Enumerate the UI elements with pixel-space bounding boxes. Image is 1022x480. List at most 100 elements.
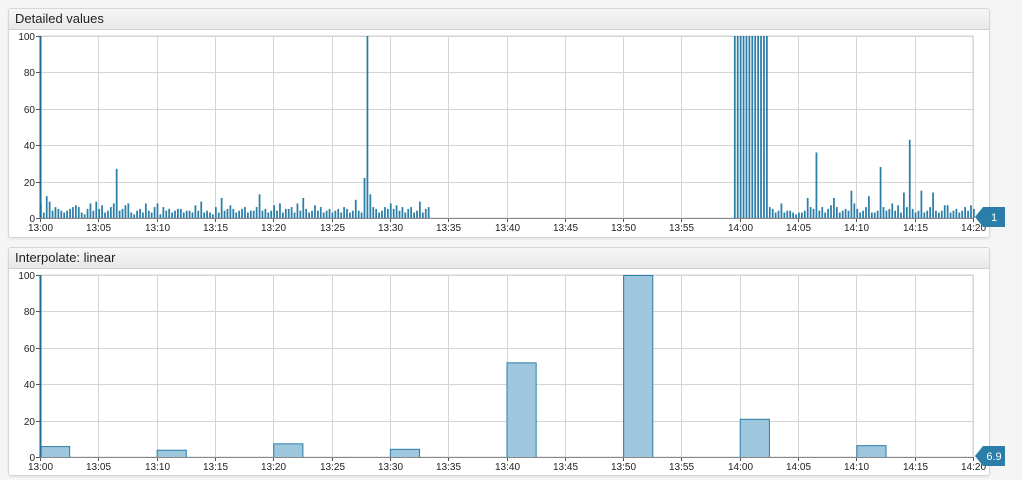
data-bar xyxy=(150,212,153,218)
data-bar xyxy=(86,208,89,218)
data-bar xyxy=(821,207,824,218)
data-bar xyxy=(322,212,325,218)
x-tick-label: 13:25 xyxy=(320,462,345,473)
y-tick-label: 40 xyxy=(24,141,36,152)
data-bar xyxy=(427,207,430,218)
detailed-values-widget: Detailed values xyxy=(8,8,990,238)
data-bar xyxy=(506,362,537,458)
data-bar xyxy=(955,208,958,218)
data-bar xyxy=(733,36,736,218)
data-bar xyxy=(360,212,363,218)
data-bar xyxy=(311,210,313,218)
data-bar xyxy=(818,210,821,218)
data-bar xyxy=(888,208,891,218)
x-tick-label: 13:15 xyxy=(203,223,228,234)
data-bar xyxy=(264,208,267,218)
data-bar xyxy=(967,210,969,218)
data-bar xyxy=(287,208,290,218)
data-bar xyxy=(900,212,902,218)
data-bar xyxy=(938,212,940,218)
data-bar xyxy=(179,208,182,218)
data-bar xyxy=(815,152,818,218)
data-bar xyxy=(188,210,191,218)
data-bar xyxy=(220,197,223,218)
data-bar xyxy=(850,190,853,218)
last-value-badge: 1 xyxy=(975,207,1005,227)
data-bar xyxy=(844,208,847,218)
data-bar xyxy=(914,212,917,218)
data-bar xyxy=(290,207,293,218)
x-tick-label: 13:25 xyxy=(320,223,345,234)
x-tick-label: 13:50 xyxy=(611,223,636,234)
data-bar xyxy=(112,203,115,218)
data-bar xyxy=(949,212,952,218)
data-bar xyxy=(812,208,815,218)
data-bar xyxy=(279,203,281,218)
data-bar xyxy=(343,207,345,218)
data-bar xyxy=(118,210,121,218)
data-bar xyxy=(142,212,144,218)
data-bar xyxy=(424,208,427,218)
data-bar xyxy=(293,212,296,218)
data-bar xyxy=(964,207,967,218)
data-bar xyxy=(911,208,914,218)
x-tick-label: 13:10 xyxy=(145,462,170,473)
data-bar xyxy=(935,210,937,218)
data-bar xyxy=(780,203,783,218)
data-bar xyxy=(952,210,955,218)
data-bar xyxy=(325,210,328,218)
x-tick-label: 13:00 xyxy=(28,462,53,473)
data-bar xyxy=(419,201,421,218)
data-bar xyxy=(156,203,159,218)
data-bar xyxy=(917,210,920,218)
data-bar xyxy=(270,210,273,218)
y-tick-label: 0 xyxy=(29,453,35,464)
data-bar xyxy=(395,205,398,218)
data-bar xyxy=(95,201,98,218)
data-bar xyxy=(182,212,185,218)
data-bar xyxy=(147,210,150,218)
data-bar xyxy=(316,210,319,218)
data-bar xyxy=(214,207,217,218)
data-bar xyxy=(410,207,413,218)
data-bar xyxy=(926,210,929,218)
data-bar xyxy=(920,190,923,218)
data-bar xyxy=(923,212,926,218)
data-bar xyxy=(107,210,109,218)
data-bar xyxy=(970,205,972,218)
data-bar xyxy=(162,207,165,218)
data-bar xyxy=(789,210,792,218)
data-bar xyxy=(768,207,771,218)
data-bar xyxy=(386,208,389,218)
data-bar xyxy=(375,208,378,218)
data-bar xyxy=(273,443,304,459)
x-tick-label: 14:20 xyxy=(961,223,986,234)
y-tick-label: 80 xyxy=(24,307,36,318)
widget-title: Detailed values xyxy=(9,9,989,30)
data-bar xyxy=(217,212,220,218)
data-bar xyxy=(337,208,340,218)
data-bar xyxy=(206,210,208,218)
data-bar xyxy=(144,203,147,218)
data-bar xyxy=(389,448,421,458)
x-tick-label: 13:05 xyxy=(86,223,111,234)
data-bar xyxy=(74,205,77,218)
last-value-badge: 6.9 xyxy=(975,446,1005,466)
data-bar xyxy=(194,205,197,218)
data-bar xyxy=(98,208,101,218)
x-tick-label: 14:05 xyxy=(786,462,811,473)
data-bar xyxy=(153,207,156,218)
x-tick-label: 13:35 xyxy=(436,223,461,234)
data-bar xyxy=(958,212,961,218)
data-bar xyxy=(238,210,241,218)
data-bar xyxy=(754,36,757,218)
data-bar xyxy=(876,210,879,218)
data-bar xyxy=(757,36,759,218)
data-bar xyxy=(736,36,739,218)
data-bar xyxy=(800,212,803,218)
data-bar xyxy=(249,210,252,218)
data-bar xyxy=(806,197,809,218)
data-bar xyxy=(835,207,838,218)
data-bar xyxy=(897,205,899,218)
